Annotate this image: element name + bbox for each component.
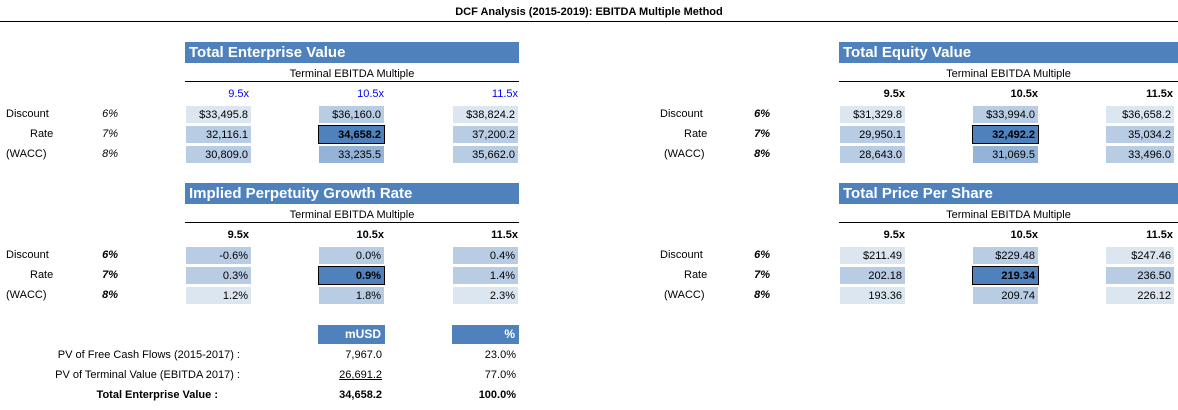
- growth-cell[interactable]: 0.0%: [318, 246, 385, 265]
- price-multiple-3: 11.5x: [1146, 229, 1173, 241]
- tev-row-label-rate: Rate: [30, 128, 54, 140]
- equity-rate-7: 7%: [754, 128, 770, 140]
- price-cell[interactable]: 226.12: [1105, 286, 1175, 305]
- price-cell[interactable]: 193.36: [839, 286, 906, 305]
- growth-row-label-wacc: (WACC): [6, 289, 47, 301]
- tev-cell[interactable]: 33,235.5: [318, 145, 385, 164]
- equity-rate-8: 8%: [754, 148, 770, 160]
- tev-rate-8: 8%: [102, 148, 118, 160]
- price-cell[interactable]: 202.18: [839, 266, 906, 285]
- tev-cell[interactable]: $36,160.0: [318, 105, 385, 124]
- equity-multiple-1: 9.5x: [883, 88, 905, 100]
- growth-multiple-1: 9.5x: [227, 229, 249, 241]
- growth-row-label-rate: Rate: [30, 269, 54, 281]
- tev-cell[interactable]: 30,809.0: [185, 145, 252, 164]
- summary-value-pv-fcf[interactable]: 7,967.0: [345, 349, 382, 361]
- tev-row-label-wacc: (WACC): [6, 148, 47, 160]
- tev-rate-6: 6%: [102, 108, 118, 120]
- price-cell[interactable]: 236.50: [1105, 266, 1175, 285]
- growth-cell[interactable]: 2.3%: [452, 286, 519, 305]
- tev-rate-7: 7%: [102, 128, 118, 140]
- tev-multiple-2: 10.5x: [357, 88, 384, 100]
- growth-cell[interactable]: 1.2%: [185, 286, 252, 305]
- price-cell-base-case[interactable]: 219.34: [972, 266, 1039, 285]
- equity-row-label-wacc: (WACC): [664, 148, 705, 160]
- tev-cell[interactable]: $33,495.8: [185, 105, 252, 124]
- growth-cell[interactable]: -0.6%: [185, 246, 252, 265]
- summary-value-pv-tv-text: 26,691.2: [339, 369, 382, 381]
- equity-cell[interactable]: $33,994.0: [972, 105, 1039, 124]
- tev-cell[interactable]: $38,824.2: [452, 105, 519, 124]
- tev-multiple-3: 11.5x: [491, 88, 518, 100]
- growth-rate-7: 7%: [102, 269, 118, 281]
- equity-subtitle: Terminal EBITDA Multiple: [839, 66, 1178, 82]
- summary-header-musd: mUSD: [318, 325, 385, 344]
- price-rate-7: 7%: [754, 269, 770, 281]
- growth-row-label-discount: Discount: [6, 249, 49, 261]
- equity-row-label-discount: Discount: [660, 108, 703, 120]
- equity-cell[interactable]: 35,034.2: [1105, 125, 1175, 144]
- equity-row-label-rate: Rate: [684, 128, 708, 140]
- price-subtitle: Terminal EBITDA Multiple: [839, 207, 1178, 223]
- title-divider: [0, 21, 1178, 22]
- price-multiple-2: 10.5x: [1010, 229, 1038, 241]
- equity-multiple-3: 11.5x: [1146, 88, 1173, 100]
- equity-rate-6: 6%: [754, 108, 770, 120]
- equity-cell[interactable]: 28,643.0: [839, 145, 906, 164]
- growth-multiple-2: 10.5x: [356, 229, 384, 241]
- summary-value-pv-tv[interactable]: 26,691.2: [318, 365, 382, 385]
- tev-row-label-discount: Discount: [6, 108, 49, 120]
- tev-multiple-1: 9.5x: [228, 88, 249, 100]
- growth-subtitle: Terminal EBITDA Multiple: [185, 207, 519, 223]
- equity-multiple-2: 10.5x: [1010, 88, 1038, 100]
- growth-multiple-3: 11.5x: [491, 229, 518, 241]
- growth-rate-6: 6%: [102, 249, 118, 261]
- price-rate-6: 6%: [754, 249, 770, 261]
- equity-cell[interactable]: 33,496.0: [1105, 145, 1175, 164]
- price-multiple-1: 9.5x: [883, 229, 905, 241]
- summary-pct-tev[interactable]: 100.0%: [478, 389, 516, 401]
- price-rate-8: 8%: [754, 289, 770, 301]
- price-cell[interactable]: $247.46: [1105, 246, 1175, 265]
- tev-cell-base-case[interactable]: 34,658.2: [318, 125, 385, 144]
- summary-pct-pv-tv[interactable]: 77.0%: [484, 369, 516, 381]
- growth-cell-base-case[interactable]: 0.9%: [318, 266, 385, 285]
- summary-header-pct: %: [452, 325, 519, 344]
- equity-cell[interactable]: $31,329.8: [839, 105, 906, 124]
- growth-cell[interactable]: 0.4%: [452, 246, 519, 265]
- equity-cell[interactable]: $36,658.2: [1105, 105, 1175, 124]
- growth-cell[interactable]: 1.4%: [452, 266, 519, 285]
- sheet-title: DCF Analysis (2015-2019): EBITDA Multipl…: [455, 6, 723, 18]
- growth-header: Implied Perpetuity Growth Rate: [185, 183, 519, 204]
- price-row-label-discount: Discount: [660, 249, 703, 261]
- tev-subtitle: Terminal EBITDA Multiple: [185, 66, 519, 82]
- growth-cell[interactable]: 1.8%: [318, 286, 385, 305]
- summary-label-pv-tv: PV of Terminal Value (EBITDA 2017) :: [55, 369, 240, 381]
- summary-pct-pv-fcf[interactable]: 23.0%: [484, 349, 516, 361]
- tev-cell[interactable]: 35,662.0: [452, 145, 519, 164]
- price-cell[interactable]: $229.48: [972, 246, 1039, 265]
- price-cell[interactable]: 209.74: [972, 286, 1039, 305]
- summary-label-pv-fcf: PV of Free Cash Flows (2015-2017) :: [57, 349, 240, 361]
- tev-cell[interactable]: 32,116.1: [185, 125, 252, 144]
- growth-cell[interactable]: 0.3%: [185, 266, 252, 285]
- equity-header: Total Equity Value: [839, 42, 1178, 63]
- growth-rate-8: 8%: [102, 289, 118, 301]
- summary-value-tev[interactable]: 34,658.2: [339, 389, 382, 401]
- equity-cell-base-case[interactable]: 32,492.2: [972, 125, 1039, 144]
- price-row-label-wacc: (WACC): [664, 289, 705, 301]
- summary-label-tev: Total Enterprise Value :: [96, 389, 218, 401]
- tev-header: Total Enterprise Value: [185, 42, 519, 63]
- tev-cell[interactable]: 37,200.2: [452, 125, 519, 144]
- equity-cell[interactable]: 31,069.5: [972, 145, 1039, 164]
- equity-cell[interactable]: 29,950.1: [839, 125, 906, 144]
- price-cell[interactable]: $211.49: [839, 246, 906, 265]
- price-header: Total Price Per Share: [839, 183, 1178, 204]
- price-row-label-rate: Rate: [684, 269, 708, 281]
